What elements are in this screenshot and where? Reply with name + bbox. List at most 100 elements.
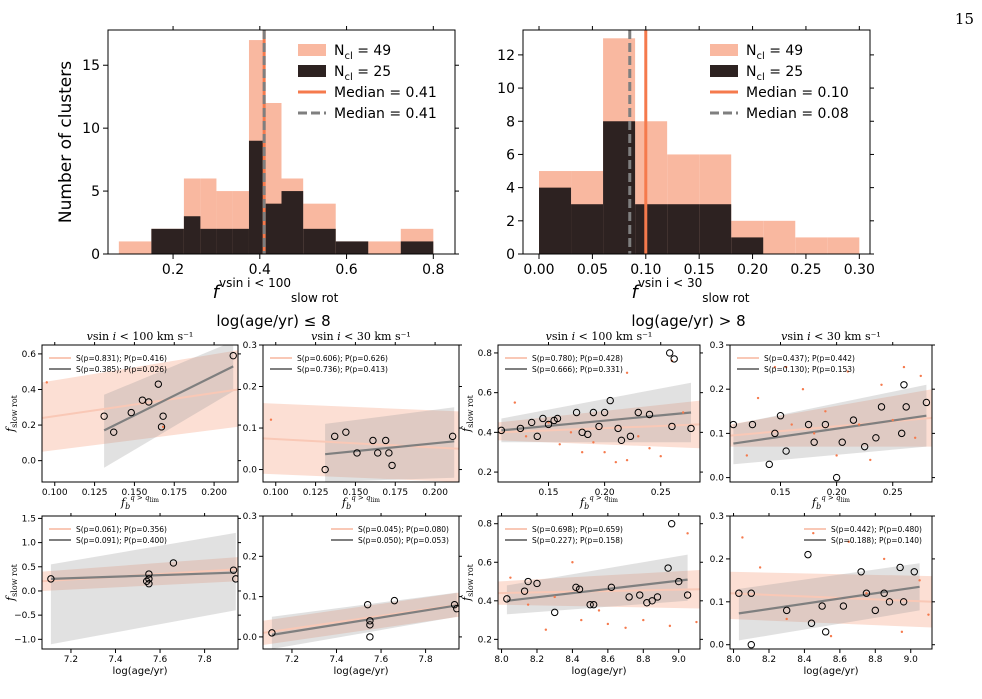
sc8-frame <box>729 515 933 650</box>
hist_left-ytick-label-2: 10 <box>82 121 100 137</box>
sc5-frame <box>41 515 239 650</box>
sc1-legend-label-0: S(p=0.831); P(p=0.416) <box>76 354 167 363</box>
sc1-xtick-label-1: 0.125 <box>82 488 108 498</box>
sc8-band-sub <box>738 563 920 641</box>
sc3-point-all-8 <box>614 460 618 464</box>
sc4-point-1 <box>748 420 757 429</box>
hist_left-xtick-label-3: 0.8 <box>422 262 444 278</box>
sc7-legend-label-0: S(p=0.698); P(p=0.659) <box>532 525 623 534</box>
sc4-ytick-label-2: 0.2 <box>710 385 724 395</box>
sc5-band-sub <box>50 532 236 645</box>
sc3-point-18 <box>634 408 642 417</box>
sc5-legend-label-1: S(p=0.091); P(p=0.400) <box>76 536 167 545</box>
sc4-point-14 <box>877 403 886 411</box>
sc6-point-0 <box>268 629 276 637</box>
sc8-point-13 <box>885 598 894 606</box>
hist_left-bar-s1-2 <box>183 216 201 254</box>
hist_left-legend-swatch-0 <box>298 44 326 56</box>
sc2-legend-label-1: S(p=0.736); P(p=0.413) <box>297 365 388 374</box>
sc4-point-all-13 <box>891 418 894 422</box>
sc4-point-all-6 <box>812 432 816 435</box>
sc4-point-12 <box>860 442 869 451</box>
sc4-ytick-label-3: 0.3 <box>710 341 724 351</box>
sc3-point-all-1 <box>524 435 528 438</box>
hist_right-bar-s0-8 <box>795 237 828 254</box>
sc3-legend-label-0: S(p=0.780); P(p=0.428) <box>532 354 623 363</box>
sc4-xtick-label-0: 0.15 <box>770 488 790 498</box>
hist_right-frame <box>522 29 871 255</box>
hist_left-legend-median-label-1: Median = 0.41 <box>334 106 437 122</box>
hist_right-group-caption: log(age/yr) > 8 <box>631 312 745 330</box>
sc6-fit-sub <box>271 604 457 636</box>
sc5-point-0 <box>47 575 55 583</box>
sc4-point-15 <box>898 429 906 438</box>
sc4-frame <box>729 344 933 483</box>
sc3-point-13 <box>600 408 609 417</box>
sc5-point-2 <box>145 580 153 588</box>
sc7-point-9 <box>607 583 616 592</box>
sc1-point-1 <box>110 428 118 436</box>
sc3-point-7 <box>553 414 562 423</box>
sc2-point-4 <box>369 436 377 445</box>
sc8-xtick-label-0: 8.0 <box>726 655 741 665</box>
sc8-point-all-6 <box>865 592 868 595</box>
sc4-point-all-14 <box>902 365 906 369</box>
hist_left-frame <box>107 29 456 255</box>
sc8-point-14 <box>896 563 904 572</box>
sc5-ytick-label-4: 1.0 <box>22 539 37 549</box>
sc4-band-sub <box>733 384 927 465</box>
sc5-point-3 <box>145 575 153 583</box>
hist_right-bar-s1-4 <box>667 204 700 254</box>
sc7-point-all-11 <box>695 620 698 624</box>
hist_left-legend-median-label-0: Median = 0.41 <box>334 85 437 101</box>
sc7-point-16 <box>667 520 676 528</box>
hist_left-xtick-label-2: 0.6 <box>335 262 357 278</box>
sc7-ytick-label-1: 0.4 <box>478 597 493 607</box>
sc5-xtick-label-1: 7.4 <box>108 655 123 665</box>
sc8-fit-sub <box>738 585 920 615</box>
sc3-fit-all <box>498 423 700 434</box>
sc3-point-all-11 <box>648 447 651 450</box>
sc7-point-4 <box>551 608 559 617</box>
sc8-point-all-5 <box>847 540 850 543</box>
sc4-xtick-label-2: 0.25 <box>883 488 903 498</box>
sc6-legend-label-0: S(p=0.045); P(p=0.080) <box>358 525 449 534</box>
sc4-point-2 <box>765 460 773 469</box>
sc7-point-all-9 <box>668 624 672 628</box>
sc7-xtick-label-3: 8.6 <box>601 655 616 665</box>
page-number: 15 <box>954 10 974 28</box>
sc1-ytick-label-3: 0.6 <box>22 350 37 360</box>
sc1-point-8 <box>229 351 237 360</box>
sc2-band-all <box>263 403 459 482</box>
sc7-point-all-5 <box>597 609 601 612</box>
sc3-title: vsin i < 100 km s⁻¹ <box>546 330 653 343</box>
sc3-xtick-label-0: 0.15 <box>538 488 558 498</box>
hist_left-bar-s0-11 <box>368 241 401 254</box>
sc7-point-5 <box>572 583 580 592</box>
sc7-point-all-7 <box>624 626 627 629</box>
sc8-xtick-label-4: 8.8 <box>868 655 883 665</box>
sc2-point-1 <box>331 432 339 441</box>
hist_right-ytick-label-6: 12 <box>497 48 515 64</box>
sc6-xlabel: log(age/yr) <box>333 666 388 677</box>
sc6-point-2 <box>366 617 374 625</box>
sc2-plot-area <box>263 403 459 482</box>
sc7-ytick-label-0: 0.2 <box>478 635 492 645</box>
sc5-xtick-label-2: 7.6 <box>153 655 168 665</box>
sc1-point-all-0 <box>45 381 48 384</box>
hist_right-legend-median-label-0: Median = 0.10 <box>746 85 849 101</box>
sc8-point-6 <box>818 602 826 610</box>
sc1-xtick-label-4: 0.200 <box>201 488 227 498</box>
sc7-point-7 <box>586 600 594 609</box>
sc3-point-11 <box>589 408 598 417</box>
sc3-point-22 <box>670 355 678 363</box>
sc8-xtick-label-5: 9.0 <box>904 655 919 665</box>
hist_left-bar-s1-8 <box>281 191 304 254</box>
sc7-point-6 <box>575 585 584 593</box>
sc5-plot-area <box>42 532 238 645</box>
sc8-point-11 <box>871 606 879 615</box>
sc1-band-all <box>42 350 238 452</box>
hist_left-ytick-label-0: 0 <box>91 247 100 263</box>
sc4-point-all-9 <box>846 370 850 373</box>
